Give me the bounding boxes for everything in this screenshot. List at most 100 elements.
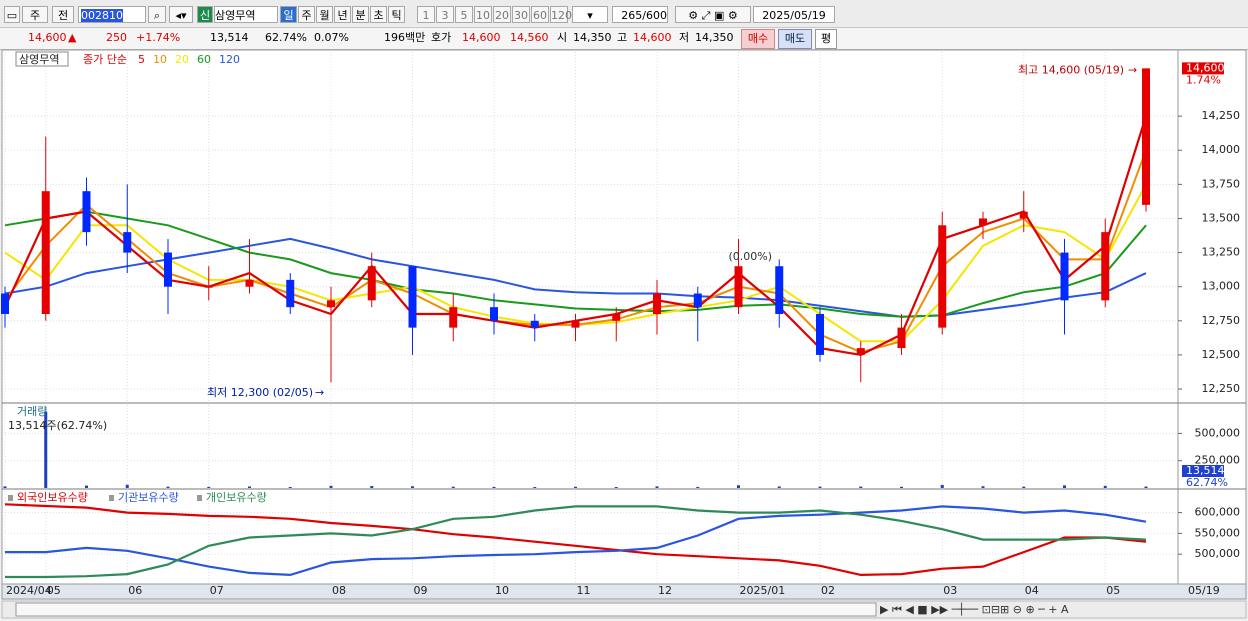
legend-entry: 60 <box>197 53 211 66</box>
volume-bar <box>411 486 414 488</box>
line-series <box>4 210 1147 318</box>
volume: 13,514 <box>210 31 249 44</box>
volume-bar <box>574 486 577 488</box>
period-button[interactable]: 월 <box>316 6 333 23</box>
mid-note: (0.00%) <box>729 250 773 263</box>
volume-bar <box>1063 485 1066 488</box>
legend-entry: 5 <box>138 53 145 66</box>
candle-body <box>571 320 580 328</box>
x-tick-label: 05 <box>47 584 61 597</box>
unit-button[interactable]: 5 <box>455 6 473 23</box>
volume-bar <box>3 486 7 488</box>
arrow: → <box>315 386 324 399</box>
bid: 14,560 <box>510 31 549 44</box>
code-text: 002810 <box>81 9 123 22</box>
candle-body <box>286 279 295 308</box>
candle-body <box>123 232 132 253</box>
x-axis-bar <box>1 583 1247 600</box>
candle-body <box>693 293 702 308</box>
scroll-controls: ▶ ⏮ ◀ ■ ▶▶ ─┼── ⊡⊟⊞ ⊖ ⊕ ─ + A <box>880 602 1069 616</box>
count-total: /600 <box>642 9 667 22</box>
open: 14,350 <box>573 31 612 44</box>
code-input[interactable]: 002810 <box>78 6 146 23</box>
unit-dropdown[interactable]: ▾ <box>572 6 608 23</box>
candle-body <box>897 327 906 349</box>
x-tick-label: 2025/01 <box>740 584 786 597</box>
candle-body <box>816 313 824 355</box>
prev-button[interactable]: 전 <box>52 6 74 23</box>
candle-body <box>204 286 213 288</box>
volume-bar <box>125 484 129 488</box>
change-pct: +1.74% <box>136 31 181 44</box>
candle-body <box>449 307 458 328</box>
period-button[interactable]: 주 <box>298 6 315 23</box>
change: 250 <box>106 31 127 44</box>
low-label: 저 <box>679 31 690 44</box>
legend-box <box>15 51 69 67</box>
unit-button[interactable]: 3 <box>436 6 454 23</box>
y-tick-label: 14,000 <box>1202 143 1241 156</box>
candle-body <box>530 320 539 328</box>
up-arrow: ▲ <box>68 31 77 44</box>
x-tick-label: 2024/04 <box>6 584 52 597</box>
x-tick-label: 10 <box>495 584 509 597</box>
legend-entry: 개인보유수량 <box>206 491 267 504</box>
volume-bar <box>44 411 48 488</box>
volume-bar <box>1022 486 1026 488</box>
volume-bar <box>288 487 292 488</box>
sound-button[interactable]: ◂▾ <box>169 6 193 23</box>
legend-swatch <box>109 495 114 501</box>
x-tick-label: 08 <box>332 584 346 597</box>
unit-button[interactable]: 60 <box>531 6 549 23</box>
avg-button[interactable]: 평 <box>815 29 837 49</box>
volume-bar <box>85 485 88 488</box>
count-box[interactable]: 265/600 <box>612 6 668 23</box>
unit-button[interactable]: 20 <box>493 6 511 23</box>
line-series <box>5 505 1147 579</box>
y-tick-label: 12,750 <box>1202 314 1241 327</box>
candle-body <box>245 279 254 287</box>
tool-icons[interactable]: ⚙ ⤢ ▣ ⚙ <box>675 6 751 23</box>
current-label: 13,514 <box>1186 464 1225 477</box>
candle-body <box>408 266 417 328</box>
volume-bar <box>859 486 863 488</box>
unit-button[interactable]: 30 <box>512 6 530 23</box>
y-tick-label: 13,250 <box>1202 246 1241 259</box>
candle-body <box>775 266 784 314</box>
candle-body <box>367 266 376 301</box>
y-tick-label: 12,500 <box>1202 348 1241 361</box>
y-tick-label: 550,000 <box>1195 526 1241 539</box>
period-button[interactable]: 일 <box>280 6 297 23</box>
volume-bar <box>981 486 985 488</box>
unit-button[interactable]: 120 <box>550 6 572 23</box>
search-button[interactable]: ⌕ <box>148 6 166 23</box>
period-button[interactable]: 년 <box>334 6 351 23</box>
volume-bar <box>166 486 170 488</box>
sell-button[interactable]: 매도 <box>778 29 812 49</box>
stock-name[interactable]: 삼영무역 <box>214 6 278 23</box>
buy-button[interactable]: 매수 <box>741 29 775 49</box>
period-button[interactable]: 초 <box>370 6 387 23</box>
line-series <box>4 503 1147 577</box>
menu-icon[interactable]: ▭ <box>4 6 20 23</box>
x-end-label: 05/19 <box>1188 584 1220 597</box>
high-note: 최고 14,600 (05/19) <box>1018 63 1124 76</box>
unit-button[interactable]: 1 <box>417 6 435 23</box>
period-button[interactable]: 분 <box>352 6 369 23</box>
period-button[interactable]: 틱 <box>388 6 405 23</box>
volume-bar <box>329 485 333 488</box>
candle-body <box>979 218 987 226</box>
unit-button[interactable]: 10 <box>474 6 492 23</box>
ask-label: 호가 <box>431 31 452 44</box>
x-tick-label: 07 <box>210 584 224 597</box>
candle-body <box>1142 68 1150 205</box>
x-tick-label: 04 <box>1025 584 1039 597</box>
volume-bar <box>370 486 374 488</box>
new-tag: 신 <box>197 6 213 23</box>
date-box[interactable]: 2025/05/19 <box>753 6 835 23</box>
candle-body <box>653 293 661 314</box>
candle-body <box>938 225 947 328</box>
market-select[interactable]: 주 <box>22 6 48 23</box>
volume-ratio: 62.74% <box>265 31 307 44</box>
